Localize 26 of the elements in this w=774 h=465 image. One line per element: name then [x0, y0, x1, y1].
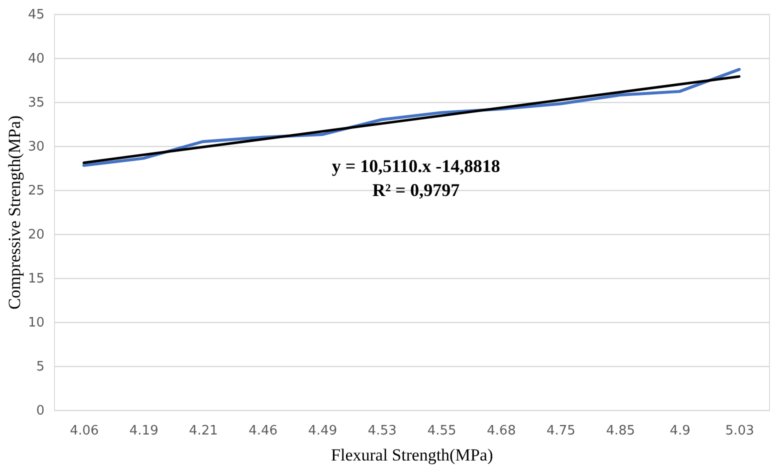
- y-tick-label: 15: [28, 272, 44, 286]
- x-tick-label: 4.68: [486, 424, 516, 438]
- y-tick-label: 35: [28, 96, 44, 110]
- y-tick-label: 25: [28, 184, 44, 198]
- x-tick-label: 4.49: [308, 424, 338, 438]
- y-tick-label: 45: [28, 8, 44, 22]
- x-tick-label: 5.03: [725, 424, 754, 438]
- x-tick-label: 4.06: [70, 424, 99, 438]
- x-tick-label: 4.85: [606, 424, 636, 438]
- annotation: R² = 0,9797: [372, 180, 460, 200]
- y-tick-label: 5: [36, 360, 44, 374]
- annotation: y = 10,5110.x -14,8818: [332, 156, 500, 176]
- x-tick-label: 4.75: [546, 424, 576, 438]
- y-tick-label: 40: [28, 52, 44, 66]
- x-axis-title: Flexural Strength(MPa): [331, 446, 493, 464]
- x-tick-label: 4.53: [368, 424, 397, 438]
- y-axis-title: Compressive Strength(MPa): [4, 115, 24, 310]
- y-tick-label: 10: [28, 316, 44, 330]
- y-tick-label: 0: [36, 404, 44, 418]
- x-tick-label: 4.46: [248, 424, 278, 438]
- y-tick-label: 30: [28, 140, 44, 154]
- x-tick-label: 4.21: [188, 424, 218, 438]
- x-tick-label: 4.19: [129, 424, 158, 438]
- x-tick-label: 4.9: [670, 424, 690, 438]
- y-tick-label: 20: [28, 228, 44, 242]
- x-tick-label: 4.55: [427, 424, 456, 438]
